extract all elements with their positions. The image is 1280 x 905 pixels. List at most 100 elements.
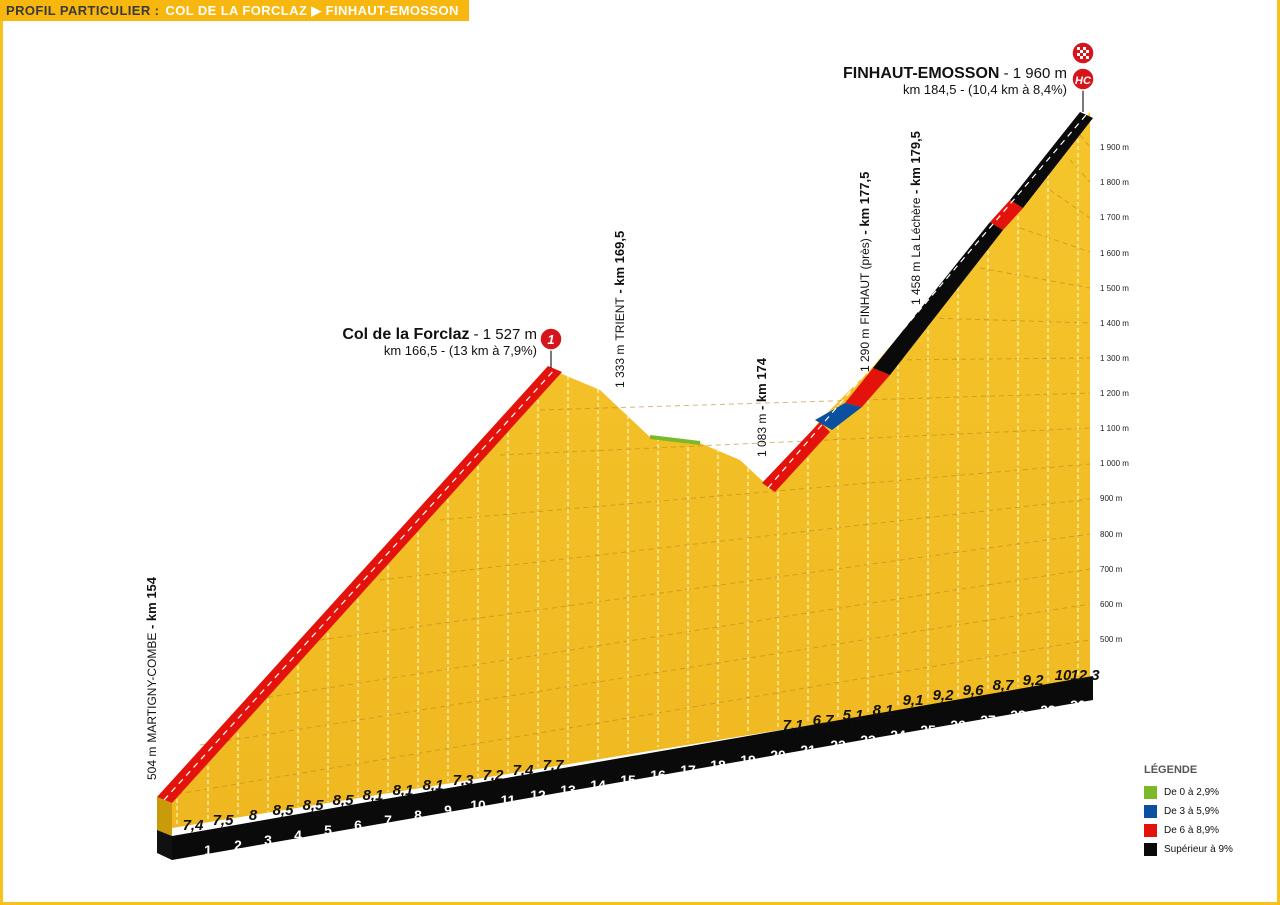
svg-text:1 800 m: 1 800 m (1100, 178, 1129, 187)
svg-text:7,2: 7,2 (483, 767, 505, 784)
svg-text:1 400 m: 1 400 m (1100, 319, 1129, 328)
road-climb-2-red-c (990, 200, 1023, 230)
svg-text:23: 23 (860, 732, 876, 748)
svg-text:28: 28 (1010, 707, 1026, 723)
km-markers: 1 2 3 4 5 6 7 8 9 10 11 12 13 14 15 16 1… (204, 697, 1086, 858)
page-title: COL DE LA FORCLAZ ▶ FINHAUT-EMOSSON (165, 2, 459, 18)
legend-label: De 3 à 5,9% (1164, 806, 1220, 817)
svg-text:2: 2 (234, 837, 242, 853)
svg-text:500 m: 500 m (1100, 635, 1123, 644)
svg-text:12,3: 12,3 (1070, 667, 1100, 684)
svg-text:1 500 m: 1 500 m (1100, 284, 1129, 293)
svg-text:1 100 m: 1 100 m (1100, 424, 1129, 433)
hc-category-badge-icon (1071, 67, 1095, 91)
svg-text:8,1: 8,1 (393, 782, 414, 799)
base-black-band (172, 676, 1093, 860)
svg-text:24: 24 (890, 727, 906, 743)
road-climb-2-red-b (845, 368, 890, 407)
svg-text:16: 16 (650, 767, 666, 783)
segment-green (649, 435, 701, 445)
legend-swatch-black-icon (1144, 843, 1157, 856)
waypoint-trient: 1 333 mTRIENT - km 169,5 (612, 231, 627, 388)
legend-swatch-green-icon (1144, 786, 1157, 799)
svg-text:6,7: 6,7 (813, 712, 835, 729)
base-front-yellow (157, 797, 172, 836)
svg-text:4: 4 (294, 827, 302, 843)
svg-text:10: 10 (1055, 667, 1072, 684)
waypoint-km174: 1 083 m - km 174 (754, 357, 769, 457)
legend-item-blue: De 3 à 5,9% (1144, 805, 1233, 818)
svg-text:9,2: 9,2 (933, 687, 955, 704)
svg-text:1 000 m: 1 000 m (1100, 459, 1129, 468)
svg-text:8,5: 8,5 (273, 802, 295, 819)
svg-text:1 700 m: 1 700 m (1100, 213, 1129, 222)
legend-label: De 6 à 8,9% (1164, 825, 1220, 836)
svg-text:21: 21 (800, 742, 816, 758)
svg-text:1 900 m: 1 900 m (1100, 143, 1129, 152)
profile-area (160, 112, 1090, 830)
svg-text:9,2: 9,2 (1023, 672, 1045, 689)
svg-text:7,5: 7,5 (213, 812, 235, 829)
svg-text:HC: HC (1075, 75, 1092, 87)
svg-text:8,5: 8,5 (303, 797, 325, 814)
summit-emosson-detail: km 184,5 - (10,4 km à 8,4%) (903, 82, 1067, 97)
svg-text:12: 12 (530, 787, 546, 803)
svg-text:8,7: 8,7 (993, 677, 1015, 694)
svg-text:8: 8 (414, 807, 422, 823)
svg-text:1: 1 (547, 332, 554, 347)
legend-item-green: De 0 à 2,9% (1144, 786, 1233, 799)
waypoint-lechere: 1 458 mLa Léchère - km 179,5 (908, 131, 923, 305)
svg-text:1 600 m: 1 600 m (1100, 249, 1129, 258)
svg-text:3: 3 (264, 832, 272, 848)
road-climb-2-red (762, 422, 830, 492)
svg-text:18: 18 (710, 757, 726, 773)
svg-text:8,1: 8,1 (363, 787, 384, 804)
title-bar: PROFIL PARTICULIER : COL DE LA FORCLAZ ▶… (0, 0, 469, 21)
svg-text:8,1: 8,1 (873, 702, 894, 719)
svg-text:19: 19 (740, 752, 756, 768)
waypoint-labels: 504 mMARTIGNY-COMBE - km 154 1 333 mTRIE… (144, 131, 923, 780)
svg-text:1 200 m: 1 200 m (1100, 389, 1129, 398)
svg-text:26: 26 (950, 717, 966, 733)
checkered-pattern (1077, 47, 1089, 59)
svg-text:900 m: 900 m (1100, 494, 1123, 503)
svg-text:8: 8 (249, 807, 258, 824)
svg-text:30: 30 (1070, 697, 1086, 713)
waypoint-finhaut: 1 290 mFINHAUT (près) - km 177,5 (857, 172, 872, 372)
svg-text:8,5: 8,5 (333, 792, 355, 809)
summit-forclaz-detail: km 166,5 - (13 km à 7,9%) (384, 343, 537, 358)
svg-text:25: 25 (920, 722, 936, 738)
svg-text:20: 20 (770, 747, 786, 763)
svg-text:7,7: 7,7 (543, 757, 565, 774)
summit-emosson-name: FINHAUT-EMOSSON - 1 960 m (843, 65, 1067, 82)
legend-label: Supérieur à 9% (1164, 844, 1233, 855)
legend-label: De 0 à 2,9% (1164, 787, 1220, 798)
legend-swatch-red-icon (1144, 824, 1157, 837)
base-front-black (157, 830, 172, 860)
svg-text:8,1: 8,1 (423, 777, 444, 794)
svg-text:1 300 m: 1 300 m (1100, 354, 1129, 363)
svg-text:7: 7 (384, 812, 392, 828)
svg-text:5: 5 (324, 822, 332, 838)
segment-gradient-labels: 7,4 7,5 8 8,5 8,5 8,5 8,1 8,1 8,1 7,3 7,… (183, 667, 1101, 834)
svg-text:7,4: 7,4 (513, 762, 535, 779)
summit-forclaz-name: Col de la Forclaz - 1 527 m (342, 326, 537, 343)
svg-text:7,1: 7,1 (783, 717, 804, 734)
svg-text:27: 27 (980, 712, 996, 728)
waypoint-martigny: 504 mMARTIGNY-COMBE - km 154 (144, 576, 159, 780)
svg-text:13: 13 (560, 782, 576, 798)
svg-text:800 m: 800 m (1100, 530, 1123, 539)
svg-text:700 m: 700 m (1100, 565, 1123, 574)
svg-text:9: 9 (444, 802, 452, 818)
road-climb-2-blue (815, 403, 862, 430)
y-axis-ticks: 1 900 m 1 800 m 1 700 m 1 600 m 1 500 m … (1100, 143, 1129, 644)
road-climb-2-black-a (873, 222, 1003, 375)
svg-text:29: 29 (1040, 702, 1056, 718)
road-climb-2-black-b (1010, 112, 1093, 208)
svg-text:22: 22 (830, 737, 846, 753)
legend-swatch-blue-icon (1144, 805, 1157, 818)
legend-item-black: Supérieur à 9% (1144, 843, 1233, 856)
svg-text:7,3: 7,3 (453, 772, 475, 789)
svg-text:9,6: 9,6 (963, 682, 985, 699)
